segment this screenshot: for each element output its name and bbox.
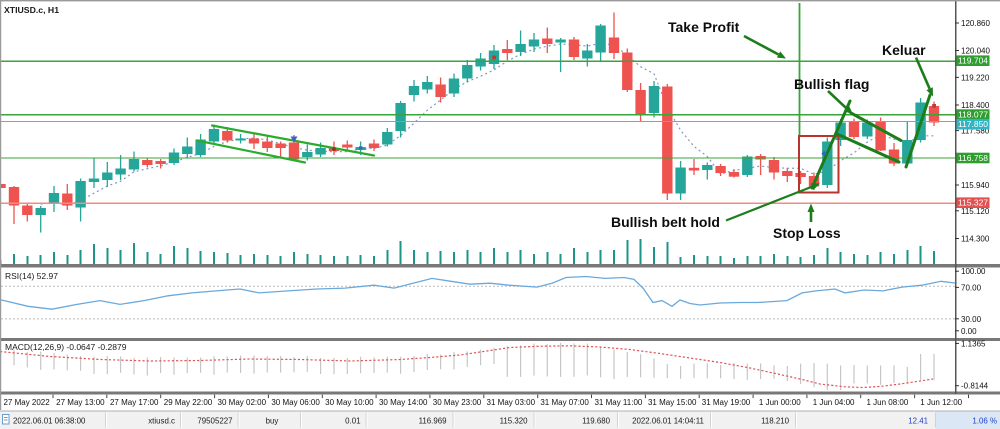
svg-text:117.580: 117.580 — [961, 127, 990, 136]
svg-text:2022.06.01 06:38:00: 2022.06.01 06:38:00 — [13, 416, 86, 425]
svg-text:31 May 03:00: 31 May 03:00 — [487, 398, 536, 407]
svg-text:2022.06.01 14:04:11: 2022.06.01 14:04:11 — [632, 416, 704, 425]
svg-text:1.1365: 1.1365 — [961, 339, 986, 348]
svg-text:118.077: 118.077 — [958, 110, 988, 120]
svg-text:Stop Loss: Stop Loss — [773, 225, 841, 241]
svg-text:31 May 19:00: 31 May 19:00 — [702, 398, 751, 407]
svg-text:MACD(12,26,9) -0.0647 -0.2879: MACD(12,26,9) -0.0647 -0.2879 — [5, 342, 127, 352]
svg-text:120.860: 120.860 — [961, 19, 990, 28]
svg-text:119.704: 119.704 — [958, 56, 988, 66]
svg-text:30 May 10:00: 30 May 10:00 — [325, 398, 374, 407]
svg-text:31 May 15:00: 31 May 15:00 — [648, 398, 697, 407]
svg-text:-0.8144: -0.8144 — [961, 382, 989, 391]
svg-text:30 May 14:00: 30 May 14:00 — [379, 398, 428, 407]
svg-text:Bullish flag: Bullish flag — [794, 76, 869, 92]
svg-text:118.400: 118.400 — [961, 101, 990, 110]
svg-text:30 May 23:00: 30 May 23:00 — [433, 398, 482, 407]
svg-text:27 May 17:00: 27 May 17:00 — [110, 398, 159, 407]
svg-text:0.01: 0.01 — [345, 416, 360, 425]
svg-text:27 May 13:00: 27 May 13:00 — [56, 398, 105, 407]
svg-text:0.00: 0.00 — [961, 327, 977, 336]
svg-text:117.850: 117.850 — [958, 119, 988, 129]
svg-text:116.969: 116.969 — [419, 416, 448, 425]
svg-text:100.00: 100.00 — [961, 267, 986, 276]
svg-text:buy: buy — [266, 416, 279, 425]
svg-text:29 May 22:00: 29 May 22:00 — [164, 398, 213, 407]
svg-text:Keluar: Keluar — [882, 42, 926, 58]
svg-text:1.06 %: 1.06 % — [972, 416, 997, 425]
svg-text:Take Profit: Take Profit — [668, 19, 740, 35]
svg-text:1 Jun 12:00: 1 Jun 12:00 — [920, 398, 962, 407]
svg-text:Bullish belt hold: Bullish belt hold — [611, 214, 720, 230]
svg-text:30 May 02:00: 30 May 02:00 — [218, 398, 267, 407]
svg-text:27 May 2022: 27 May 2022 — [3, 398, 50, 407]
svg-text:120.040: 120.040 — [961, 47, 990, 56]
svg-text:115.940: 115.940 — [961, 181, 990, 190]
svg-text:31 May 07:00: 31 May 07:00 — [540, 398, 589, 407]
svg-text:115.320: 115.320 — [500, 416, 529, 425]
svg-text:119.680: 119.680 — [582, 416, 611, 425]
svg-text:31 May 11:00: 31 May 11:00 — [594, 398, 642, 407]
svg-text:70.00: 70.00 — [961, 283, 982, 292]
svg-text:1 Jun 00:00: 1 Jun 00:00 — [759, 398, 801, 407]
svg-text:RSI(14) 52.97: RSI(14) 52.97 — [5, 271, 58, 281]
svg-text:115.120: 115.120 — [961, 207, 990, 216]
svg-text:114.300: 114.300 — [961, 235, 990, 244]
svg-text:116.758: 116.758 — [958, 153, 988, 163]
svg-text:xtiusd.c: xtiusd.c — [148, 416, 175, 425]
svg-text:1 Jun 04:00: 1 Jun 04:00 — [813, 398, 855, 407]
svg-text:12.41: 12.41 — [908, 416, 928, 425]
svg-text:118.210: 118.210 — [761, 416, 790, 425]
svg-text:30 May 06:00: 30 May 06:00 — [271, 398, 320, 407]
svg-text:115.327: 115.327 — [958, 198, 988, 208]
svg-text:30.00: 30.00 — [961, 315, 982, 324]
svg-text:XTIUSD.c, H1: XTIUSD.c, H1 — [4, 5, 59, 15]
svg-text:1 Jun 08:00: 1 Jun 08:00 — [866, 398, 908, 407]
svg-text:119.220: 119.220 — [961, 73, 990, 82]
svg-text:79505227: 79505227 — [197, 416, 232, 425]
